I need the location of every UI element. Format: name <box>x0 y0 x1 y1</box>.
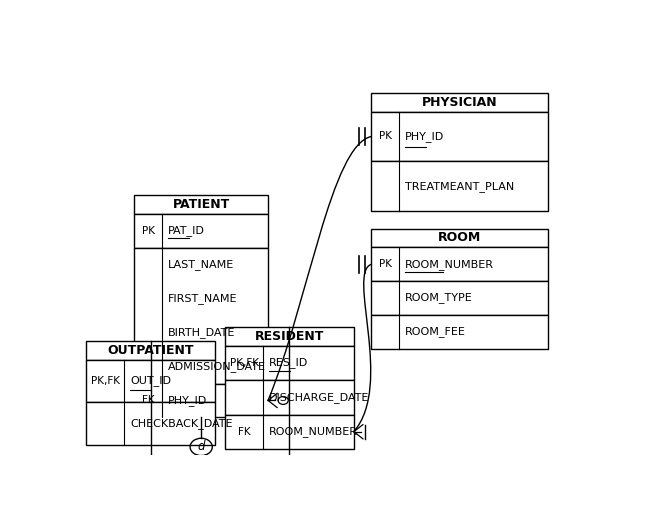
Bar <box>372 315 548 349</box>
Bar <box>372 247 548 281</box>
Text: PHY_ID: PHY_ID <box>168 395 208 406</box>
Text: ROOM: ROOM <box>438 231 481 244</box>
Bar <box>87 360 215 402</box>
Text: ROOM_TYPE: ROOM_TYPE <box>406 292 473 304</box>
Bar <box>372 281 548 315</box>
Text: PATIENT: PATIENT <box>173 198 230 211</box>
Text: ROOM_NUMBER: ROOM_NUMBER <box>269 426 358 437</box>
Text: ROOM_NUMBER: ROOM_NUMBER <box>406 259 494 270</box>
Text: OUT_ID: OUT_ID <box>130 376 171 386</box>
Text: TREATMEANT_PLAN: TREATMEANT_PLAN <box>406 180 514 192</box>
Text: LAST_NAME: LAST_NAME <box>168 260 234 270</box>
Text: ROOM_FEE: ROOM_FEE <box>406 326 466 337</box>
Bar <box>225 327 354 346</box>
Text: PHY_ID: PHY_ID <box>406 131 445 142</box>
Text: DISCHARGE_DATE: DISCHARGE_DATE <box>269 392 369 403</box>
Text: d: d <box>197 440 205 453</box>
Text: RESIDENT: RESIDENT <box>255 330 324 343</box>
Text: OUTPATIENT: OUTPATIENT <box>107 343 194 357</box>
Bar <box>134 195 268 214</box>
Text: FK: FK <box>142 396 154 405</box>
Bar <box>225 346 354 380</box>
Text: PK,FK: PK,FK <box>230 358 258 368</box>
Bar <box>372 112 548 161</box>
Bar <box>87 402 215 445</box>
Bar <box>372 93 548 112</box>
Bar <box>225 380 354 414</box>
Text: PK: PK <box>379 131 392 142</box>
Bar <box>372 161 548 211</box>
Text: PK: PK <box>379 259 392 269</box>
Bar <box>372 228 548 247</box>
Bar <box>225 414 354 449</box>
Text: BIRTH_DATE: BIRTH_DATE <box>168 327 236 338</box>
Bar <box>134 384 268 417</box>
Text: CHECKBACK_DATE: CHECKBACK_DATE <box>130 418 233 429</box>
Text: PK: PK <box>142 226 155 236</box>
Text: FK: FK <box>238 427 251 437</box>
Bar <box>134 214 268 248</box>
Text: FIRST_NAME: FIRST_NAME <box>168 293 238 304</box>
Bar <box>87 341 215 360</box>
Text: ADMISSION_DATE: ADMISSION_DATE <box>168 361 266 372</box>
Bar <box>134 248 268 384</box>
Text: PAT_ID: PAT_ID <box>168 225 205 237</box>
Text: PHYSICIAN: PHYSICIAN <box>422 96 497 109</box>
Text: PK,FK: PK,FK <box>91 376 120 386</box>
Text: RES_ID: RES_ID <box>269 358 309 368</box>
